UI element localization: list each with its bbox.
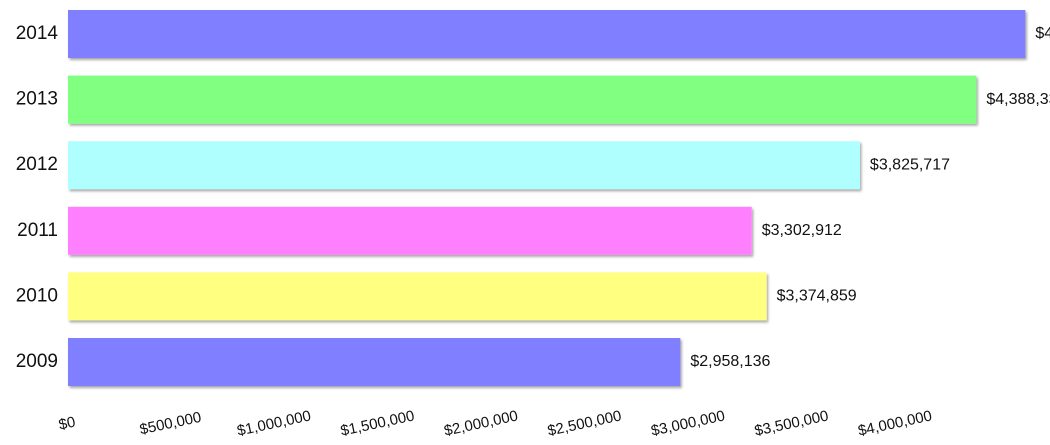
value-label: $2,958,136 [690,353,770,370]
value-label: $4,624,984 [1035,25,1050,42]
x-tick-label: $1,000,000 [236,407,313,439]
category-label: 2011 [17,220,58,241]
category-label: 2009 [16,351,58,372]
bar-2012 [68,141,860,190]
x-tick-label: $4,000,000 [857,407,934,439]
x-tick-label: $3,000,000 [650,407,727,439]
category-label: 2014 [16,23,59,44]
x-tick-label: $1,500,000 [339,407,416,439]
x-tick-label: $0 [57,414,77,434]
value-label: $3,374,859 [777,288,857,305]
category-label: 2010 [16,285,58,306]
value-label: $3,825,717 [870,156,950,173]
x-axis-ticks-group: $0 $500,000 $1,000,000 $1,500,000 $2,000,000… [57,407,933,439]
bar-2011 [68,206,752,255]
bars-group [68,10,1026,386]
bar-2013 [68,75,977,124]
category-label: 2012 [16,154,58,175]
x-tick-label: $3,500,000 [753,407,830,439]
x-tick-label: $500,000 [138,409,203,439]
bar-2014 [68,10,1026,58]
category-label: 2013 [16,89,58,110]
category-labels-group: 2014 2013 2012 2011 2010 2009 [16,23,59,372]
bar-2009 [68,338,681,386]
x-tick-label: $2,500,000 [546,407,623,439]
value-labels-group: $4,624,984 $4,388,333 $3,825,717 $3,302,912… [690,25,1050,370]
value-label: $3,302,912 [762,222,842,239]
bar-2010 [68,272,767,321]
value-label: $4,388,333 [986,91,1050,108]
x-tick-label: $2,000,000 [443,407,520,439]
